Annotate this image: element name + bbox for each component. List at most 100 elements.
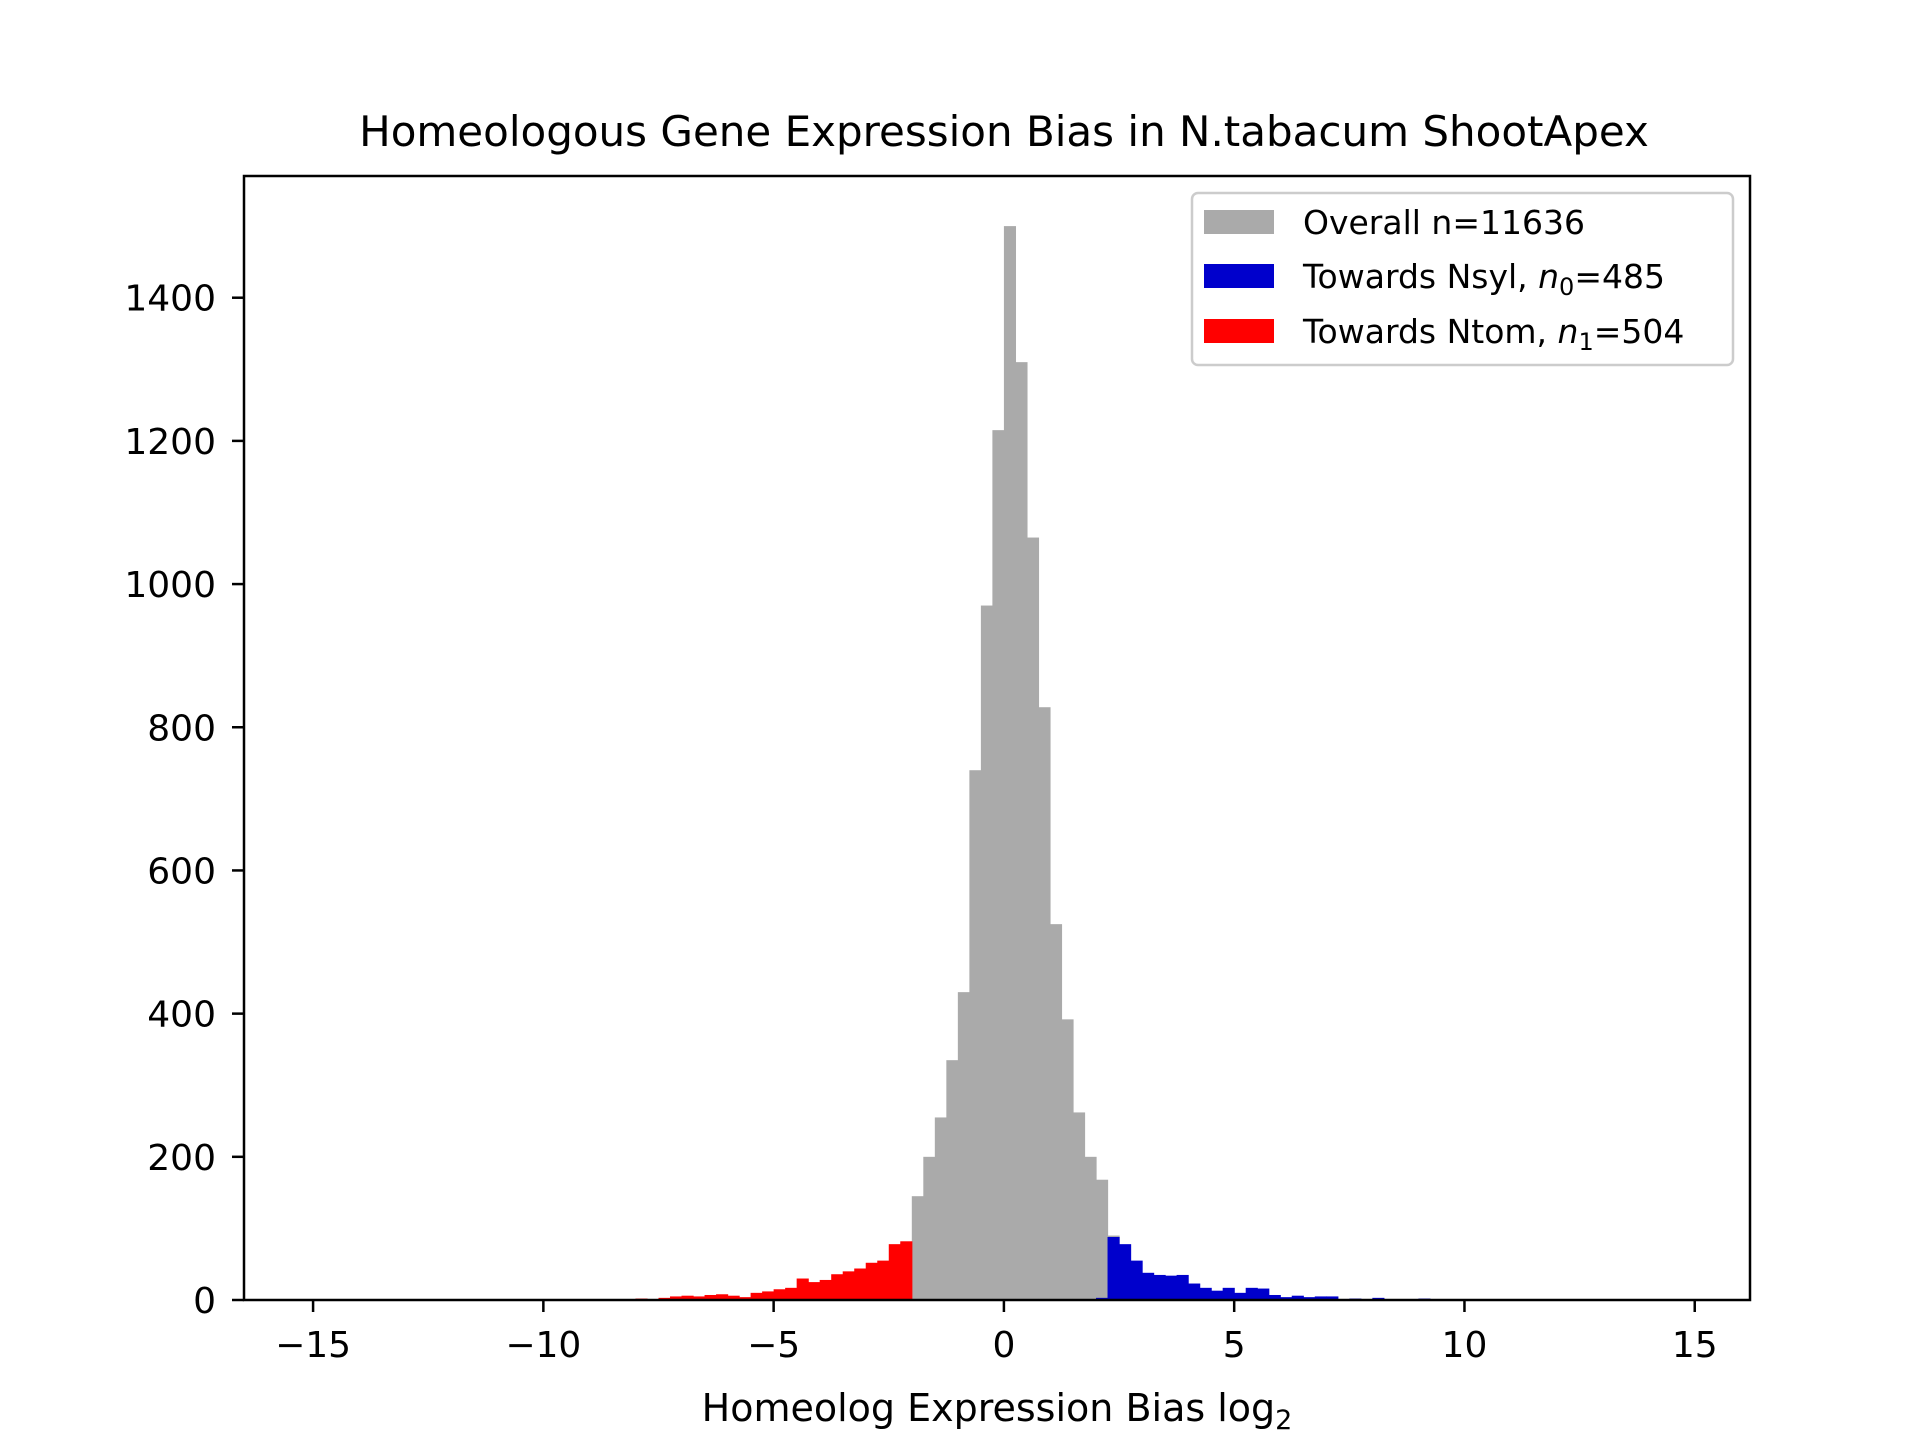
x-axis-label-main: Homeolog Expression Bias log: [702, 1386, 1276, 1430]
bar-series0-14: [1061, 1019, 1074, 1300]
bar-series1-1: [1107, 1237, 1120, 1300]
y-tick-label: 1200: [124, 422, 216, 463]
bar-series0-13: [1049, 924, 1063, 1300]
bar-series1-13: [1245, 1287, 1258, 1300]
legend-label-2: Towards Ntom, n1=504: [1302, 312, 1684, 356]
x-tick-label: 0: [992, 1325, 1015, 1366]
axes-frame: [242, 174, 1752, 1302]
bar-series1-20: [1326, 1296, 1339, 1300]
bar-series2-18: [854, 1268, 867, 1300]
legend-label-subscript: 0: [1559, 273, 1574, 301]
legend-frame: [1190, 191, 1735, 367]
bar-series2-14: [808, 1282, 821, 1300]
bar-series1-5: [1153, 1274, 1166, 1300]
bar-series1-16: [1280, 1297, 1293, 1300]
bar-series1-14: [1257, 1288, 1270, 1300]
legend-label-variable: n: [1538, 257, 1559, 296]
bar-series0-4: [946, 1060, 959, 1300]
bar-series2-2: [670, 1296, 683, 1300]
bar-series1-2: [1119, 1244, 1132, 1300]
bar-series2-10: [762, 1291, 775, 1300]
legend-swatch-1: [1204, 264, 1274, 288]
bar-series0-10: [1015, 362, 1028, 1300]
bar-series0-16: [1084, 1156, 1097, 1300]
bar-series0-9: [1003, 226, 1017, 1301]
bar-series0-15: [1072, 1112, 1086, 1300]
y-tick-label: 600: [147, 851, 216, 892]
bar-series0-2: [923, 1156, 936, 1300]
y-tick-label: 200: [147, 1138, 216, 1179]
bar-series1-7: [1176, 1274, 1189, 1300]
bar-series1-4: [1142, 1272, 1155, 1300]
bar-series0-7: [980, 605, 993, 1300]
legend-label-value: =504: [1594, 312, 1685, 351]
y-tick-label: 0: [193, 1281, 216, 1322]
legend-label-text: Towards Ntom,: [1302, 312, 1558, 351]
bar-series1-6: [1165, 1275, 1178, 1300]
x-tick-label: −15: [275, 1325, 351, 1366]
x-axis: −15 −10 −5 0 5 10 15: [275, 1300, 1718, 1366]
bar-series2-15: [819, 1279, 832, 1300]
bar-series2-12: [785, 1287, 798, 1300]
bar-series2-4: [693, 1296, 706, 1300]
x-axis-label-subscript: 2: [1275, 1405, 1292, 1436]
chart-title: Homeologous Gene Expression Bias in N.ta…: [359, 107, 1649, 156]
x-axis-label: Homeolog Expression Bias log2: [702, 1386, 1293, 1436]
bar-series1-9: [1199, 1287, 1212, 1300]
bar-series2-11: [773, 1289, 786, 1300]
bar-series1-18: [1303, 1297, 1316, 1300]
legend-label-variable: n: [1558, 312, 1579, 351]
x-tick-label: −10: [505, 1325, 581, 1366]
bar-series0-1: [911, 1196, 924, 1300]
bar-series2-20: [877, 1260, 890, 1300]
x-tick-label: 5: [1223, 1325, 1246, 1366]
bar-series0-5: [957, 992, 970, 1300]
bar-series2-9: [750, 1292, 763, 1300]
bar-series1-10: [1211, 1290, 1224, 1300]
bar-series2-7: [727, 1295, 740, 1300]
bar-series0-11: [1026, 537, 1040, 1300]
legend-label-0: Overall n=11636: [1303, 203, 1585, 242]
bar-series2-13: [796, 1278, 809, 1300]
bar-series0-6: [969, 770, 982, 1300]
legend-label-text: Towards Nsyl,: [1302, 257, 1538, 296]
bar-series2-21: [888, 1244, 901, 1300]
bar-series2-5: [704, 1294, 717, 1300]
bar-series2-8: [739, 1297, 752, 1300]
bar-series2-19: [865, 1262, 878, 1300]
bar-series1-8: [1188, 1283, 1201, 1300]
legend-label-text: Overall n=11636: [1303, 203, 1585, 242]
bar-series0-3: [934, 1117, 947, 1300]
legend-swatch-0: [1204, 210, 1274, 234]
bar-series2-3: [681, 1295, 694, 1300]
y-tick-label: 1400: [124, 279, 216, 320]
bar-series0-8: [992, 430, 1005, 1300]
legend-swatch-2: [1204, 319, 1274, 343]
bar-series1-19: [1314, 1296, 1327, 1300]
bar-series2-6: [716, 1294, 729, 1300]
y-axis: 0 200 400 600 800 1000 1200 1400: [124, 279, 244, 1322]
bar-series1-11: [1222, 1287, 1235, 1300]
bar-series0-12: [1038, 707, 1051, 1300]
bar-series1-3: [1130, 1260, 1143, 1300]
bar-series1-12: [1234, 1292, 1247, 1300]
y-tick-label: 400: [147, 995, 216, 1036]
y-tick-label: 800: [147, 708, 216, 749]
legend-label-value: =485: [1574, 257, 1665, 296]
legend-label-subscript: 1: [1578, 328, 1593, 356]
bar-series0-17: [1096, 1179, 1109, 1300]
bar-series2-16: [831, 1274, 844, 1300]
x-tick-label: 10: [1442, 1325, 1488, 1366]
bar-series1-15: [1268, 1294, 1281, 1300]
x-tick-label: 15: [1672, 1325, 1718, 1366]
y-tick-label: 1000: [124, 565, 216, 606]
bar-series2-22: [900, 1241, 913, 1300]
legend-label-1: Towards Nsyl, n0=485: [1302, 257, 1665, 301]
bar-series2-17: [842, 1271, 855, 1300]
bar-series1-17: [1291, 1295, 1304, 1300]
histogram-bars: [635, 226, 1454, 1301]
x-tick-label: −5: [747, 1325, 800, 1366]
